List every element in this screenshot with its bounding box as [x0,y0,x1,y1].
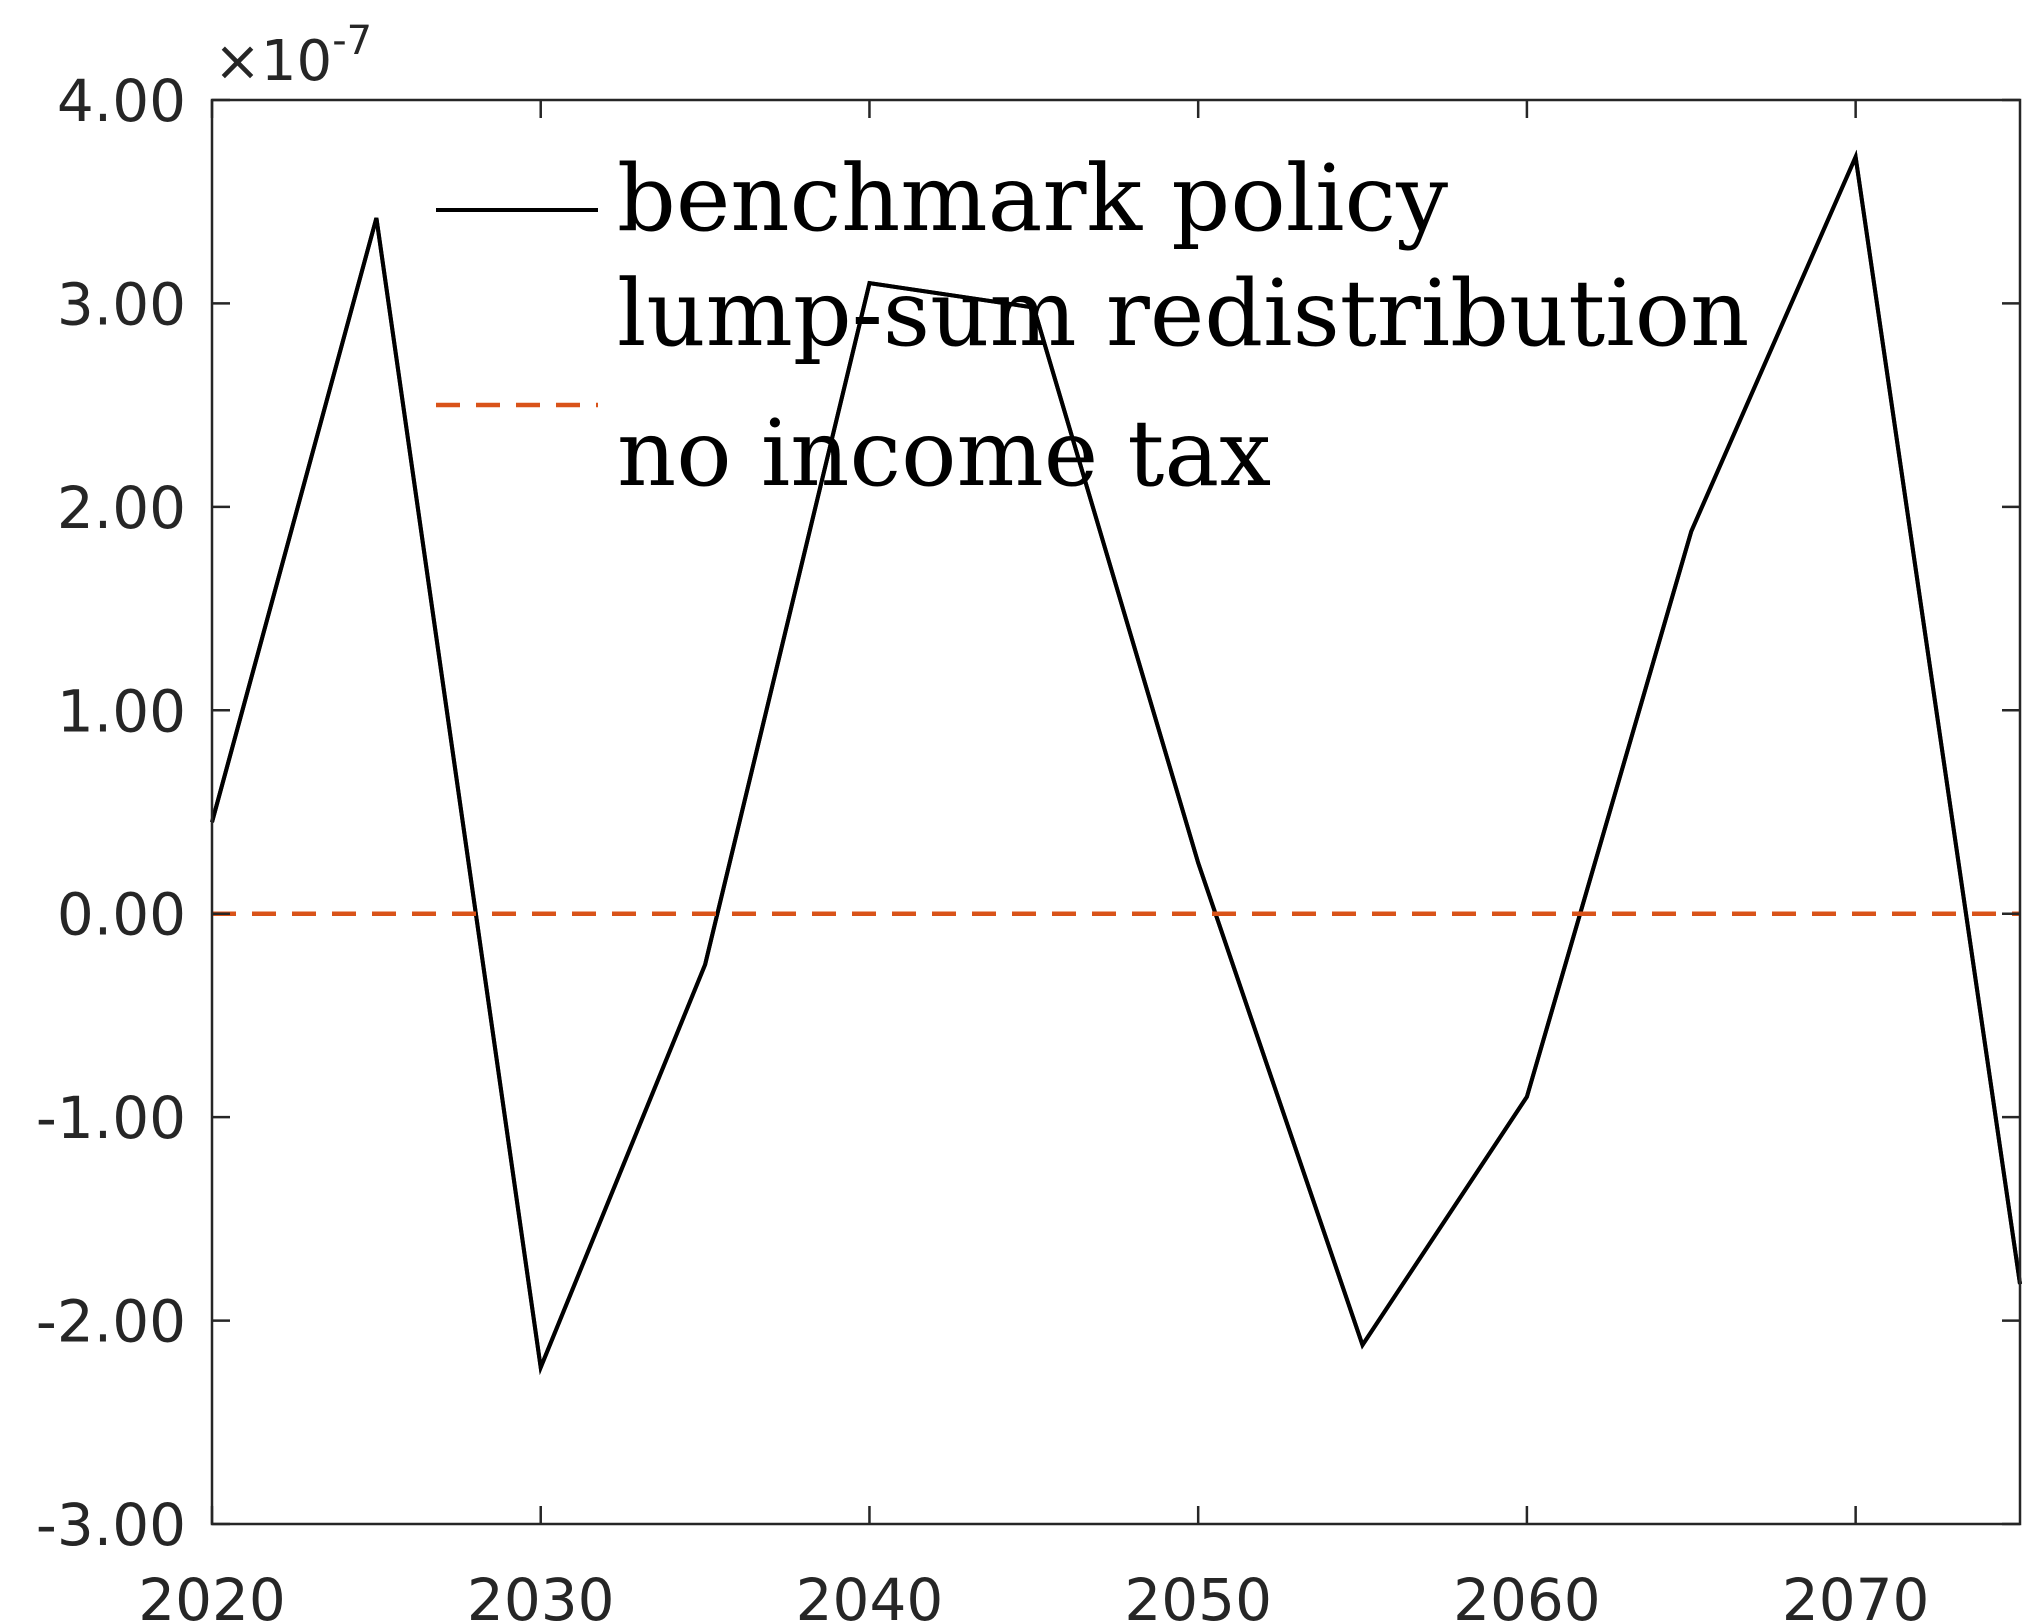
y-tick-label-0: 4.00 [57,67,186,135]
y-tick-label-7: -3.00 [36,1491,186,1559]
legend-label-0: benchmark policy [617,145,1448,252]
series-line-1 [210,149,2022,1375]
y-tick-label-3: 1.00 [57,677,186,745]
legend-label-2: no income tax [617,400,1271,507]
x-tick-label-3: 2050 [1124,1566,1272,1622]
x-tick-label-5: 2070 [1782,1566,1930,1622]
y-tick-label-5: -1.00 [36,1084,186,1152]
axes-box [210,98,2022,1526]
y-tick-label-2: 2.00 [57,474,186,542]
x-tick-label-0: 2020 [138,1566,286,1622]
x-tick-label-1: 2030 [467,1566,615,1622]
plot-area [212,100,2020,1524]
y-tick-label-1: 3.00 [57,270,186,338]
y-tick-labels: 4.00 3.00 2.00 1.00 0.00 -1.00 -2.00 -3.00 [36,67,186,1559]
x-tick-label-2: 2040 [796,1566,944,1622]
legend-label-1: lump-sum redistribution [617,260,1749,367]
x-tick-labels: 2020 2030 2040 2050 2060 2070 [138,1566,1929,1622]
y-tick-label-6: -2.00 [36,1288,186,1356]
x-tick-label-4: 2060 [1453,1566,1601,1622]
y-tick-label-4: 0.00 [57,881,186,949]
series-lines [210,149,2022,1375]
axis-ticks [210,98,2020,1526]
y-scale-exponent-label: ×10-7 [214,18,372,94]
